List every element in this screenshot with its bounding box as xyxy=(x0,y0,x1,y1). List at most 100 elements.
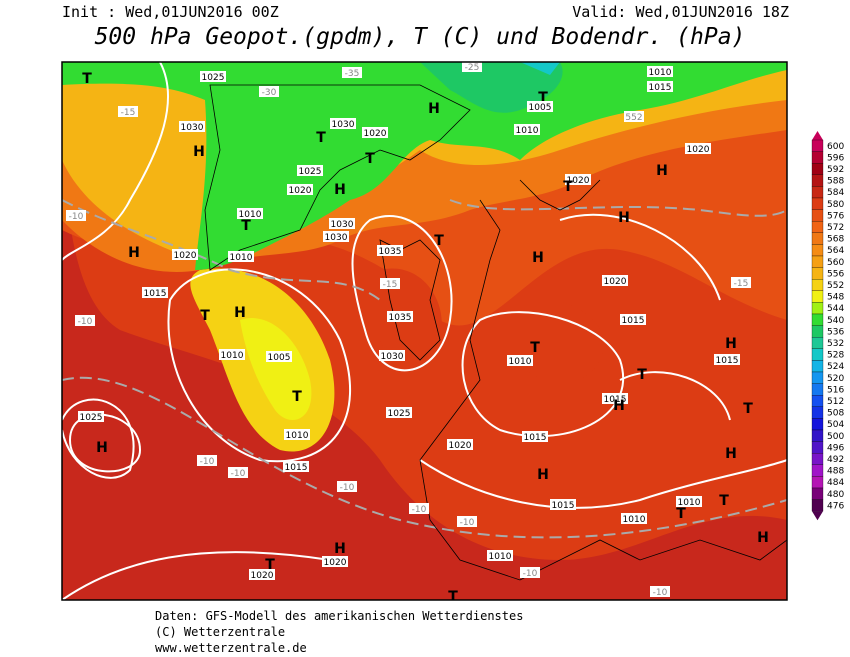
legend-swatch xyxy=(811,174,824,187)
pressure-center: H xyxy=(656,163,668,179)
legend-label: 508 xyxy=(827,409,844,419)
legend-swatch xyxy=(811,371,824,384)
zone xyxy=(380,268,604,383)
legend-label: 528 xyxy=(827,351,844,361)
temperature-label: -10 xyxy=(523,569,538,579)
pressure-label: 1010 xyxy=(623,515,646,525)
label-box xyxy=(685,143,711,154)
legend-label: 584 xyxy=(827,188,844,198)
label-box xyxy=(386,407,412,418)
label-box xyxy=(507,355,533,366)
legend-label: 496 xyxy=(827,443,844,453)
pressure-center: H xyxy=(334,541,346,557)
legend-swatch xyxy=(811,453,824,465)
legend-label: 476 xyxy=(827,501,844,511)
pressure-center: T xyxy=(530,340,540,356)
legend-label: 524 xyxy=(827,362,844,372)
legend-label: 500 xyxy=(827,432,844,442)
legend-label: 516 xyxy=(827,385,844,395)
isobar xyxy=(62,62,787,509)
legend-swatch xyxy=(811,325,824,338)
legend-label: 576 xyxy=(827,211,844,221)
label-box xyxy=(284,429,310,440)
pressure-label: 1020 xyxy=(449,441,472,451)
label-box xyxy=(621,513,647,524)
label-box xyxy=(337,481,357,492)
legend-label: 544 xyxy=(827,304,844,314)
legend-label: 556 xyxy=(827,269,844,279)
footer-line: Daten: GFS-Modell des amerikanischen Wet… xyxy=(155,609,523,623)
label-box xyxy=(329,218,355,229)
pressure-label: 1020 xyxy=(289,186,312,196)
temperature-label: -30 xyxy=(262,88,277,98)
temperature-label: -10 xyxy=(231,469,246,479)
pressure-center: T xyxy=(200,308,210,324)
pressure-center: T xyxy=(538,90,548,106)
legend-label: 560 xyxy=(827,258,844,268)
legend-label: 504 xyxy=(827,420,844,430)
pressure-label: 1015 xyxy=(622,316,645,326)
label-box xyxy=(200,71,226,82)
pressure-label: 1005 xyxy=(529,103,552,113)
coastline xyxy=(204,84,787,581)
pressure-center: H xyxy=(725,336,737,352)
label-box xyxy=(342,67,362,78)
label-box xyxy=(323,231,349,242)
legend-swatch xyxy=(811,499,824,512)
legend-label: 532 xyxy=(827,339,844,349)
pressure-center: H xyxy=(128,245,140,261)
legend-swatch xyxy=(811,302,824,315)
zone xyxy=(240,318,312,420)
legend-label: 568 xyxy=(827,235,844,245)
legend-swatch xyxy=(811,232,824,245)
pressure-label: 1010 xyxy=(678,498,701,508)
pressure-label: 1025 xyxy=(202,73,225,83)
legend-swatch xyxy=(811,267,824,280)
label-box xyxy=(714,354,740,365)
legend-label: 548 xyxy=(827,293,844,303)
legend-swatch xyxy=(811,395,824,407)
legend-label: 488 xyxy=(827,467,844,477)
label-box xyxy=(66,210,86,221)
temperature-label: -10 xyxy=(78,317,93,327)
label-box xyxy=(78,411,104,422)
legend-swatch xyxy=(811,279,824,291)
pressure-label: 1010 xyxy=(221,351,244,361)
pressure-label: 1035 xyxy=(389,313,412,323)
legend-swatch xyxy=(811,464,824,477)
legend-swatch xyxy=(811,244,824,257)
label-box xyxy=(249,569,275,580)
label-box xyxy=(457,516,477,527)
legend-swatch xyxy=(811,429,824,442)
temperature-label: -15 xyxy=(383,280,398,290)
pressure-label: 1010 xyxy=(239,210,262,220)
pressure-label: 1005 xyxy=(268,353,291,363)
pressure-label: 1030 xyxy=(325,233,348,243)
label-box xyxy=(520,567,540,578)
label-box xyxy=(283,461,309,472)
label-box xyxy=(118,106,138,117)
label-box xyxy=(620,314,646,325)
pressure-label: 1030 xyxy=(381,352,404,362)
pressure-center: T xyxy=(241,218,251,234)
label-box xyxy=(266,351,292,362)
pressure-center: H xyxy=(532,250,544,266)
pressure-label: 1010 xyxy=(286,431,309,441)
label-box xyxy=(731,277,751,288)
legend-label: 572 xyxy=(827,223,844,233)
legend-swatch xyxy=(811,313,824,326)
legend-label: 552 xyxy=(827,281,844,291)
pressure-center: T xyxy=(434,233,444,249)
init-time: Init : Wed,01JUN2016 00Z xyxy=(62,3,279,21)
pressure-label: 1015 xyxy=(285,463,308,473)
legend-label: 596 xyxy=(827,153,844,163)
pressure-center: T xyxy=(563,179,573,195)
pressure-center: T xyxy=(365,151,375,167)
temperature-label: -15 xyxy=(734,279,749,289)
legend-label: 480 xyxy=(827,490,844,500)
pressure-label: 1025 xyxy=(299,167,322,177)
pressure-label: 1010 xyxy=(649,68,672,78)
legend-label: 580 xyxy=(827,200,844,210)
pressure-label: 1015 xyxy=(524,433,547,443)
